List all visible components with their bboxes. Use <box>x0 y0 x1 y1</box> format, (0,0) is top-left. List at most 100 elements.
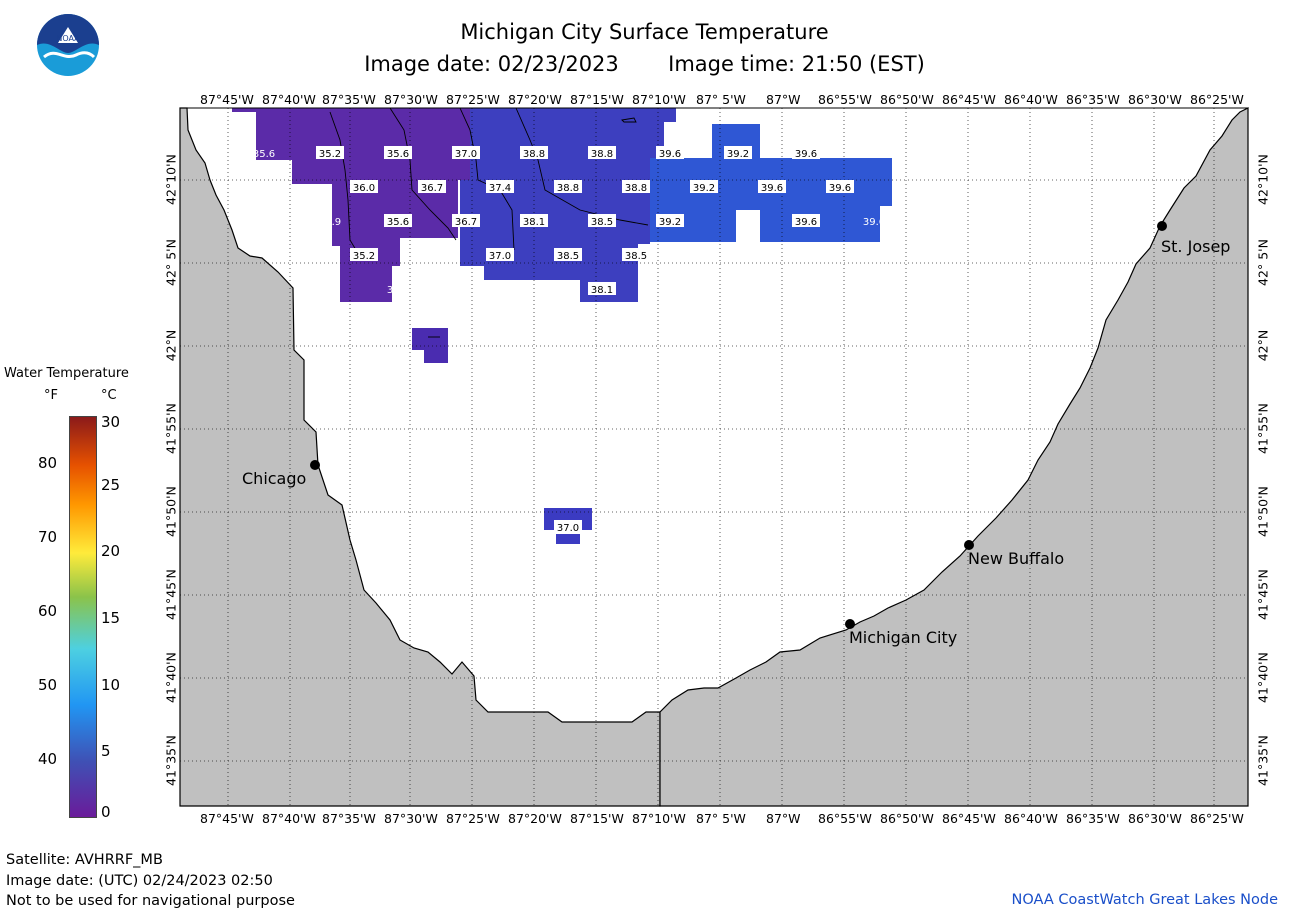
lon-label: 86°25'W <box>1190 92 1244 107</box>
lon-label: 87° 5'W <box>696 92 746 107</box>
image-date-time: Image date: 02/23/2023 Image time: 21:50… <box>0 52 1289 76</box>
lon-label: 87°40'W <box>262 811 316 826</box>
lat-label: 41°45'N <box>1255 569 1271 620</box>
temp-value: 39.2 <box>727 149 749 160</box>
temp-value: 39.6 <box>659 149 681 160</box>
chicago-marker <box>310 460 320 470</box>
temp-value: 37.0 <box>455 149 477 160</box>
temp-value: 39.6 <box>795 149 817 160</box>
footer-credit: NOAA CoastWatch Great Lakes Node <box>1011 892 1278 908</box>
temp-value: 39.2 <box>693 183 715 194</box>
city-label-new-buffalo: New Buffalo <box>968 549 1065 568</box>
legend-c-tick: 20 <box>101 542 121 560</box>
lon-label: 87°30'W <box>384 811 438 826</box>
lat-label: 41°55'N <box>1255 403 1271 454</box>
temp-label-box <box>622 248 650 261</box>
lon-label: 87°10'W <box>632 811 686 826</box>
city-label-chicago: Chicago <box>242 469 307 488</box>
temp-value: 37.4 <box>489 183 511 194</box>
lon-label: 86°45'W <box>942 811 996 826</box>
temp-value: 35.6 <box>387 217 409 228</box>
temp-value: 34.9 <box>319 217 341 228</box>
lon-label: 86°50'W <box>880 92 934 107</box>
lat-label: 41°50'N <box>1255 486 1271 537</box>
temp-value: 38.5 <box>591 217 613 228</box>
legend-f-tick: 60 <box>38 602 58 620</box>
lon-label: 86°30'W <box>1128 811 1182 826</box>
temp-label-box <box>554 520 582 533</box>
temp-label-box <box>384 214 412 227</box>
temp-label-box <box>758 180 786 193</box>
image-time: Image time: 21:50 (EST) <box>668 52 925 76</box>
temp-value: 36.7 <box>455 217 477 228</box>
lat-label: 41°55'N <box>163 403 179 454</box>
temp-label-box <box>554 180 582 193</box>
legend-f-tick: 80 <box>38 454 58 472</box>
lat-label: 42°10'N <box>1255 154 1271 205</box>
temp-value: 38.8 <box>557 183 579 194</box>
legend-c-tick: 25 <box>101 476 121 494</box>
temp-label-box <box>588 282 616 295</box>
temp-label-box <box>656 214 684 227</box>
lon-label: 87°10'W <box>632 92 686 107</box>
page-title: Michigan City Surface Temperature <box>460 20 829 44</box>
temp-value: 35.2 <box>319 149 341 160</box>
lat-label: 41°35'N <box>163 735 179 786</box>
lon-label: 87°30'W <box>384 92 438 107</box>
temp-label-box <box>452 214 480 227</box>
lon-label: 86°50'W <box>880 811 934 826</box>
lon-label: 87°W <box>766 811 801 826</box>
temp-label-box <box>384 146 412 159</box>
temp-label-box <box>452 146 480 159</box>
lon-label: 87°25'W <box>446 92 500 107</box>
lon-label: 86°45'W <box>942 92 996 107</box>
temp-label-box <box>486 248 514 261</box>
city-label-michigan-city: Michigan City <box>849 628 958 647</box>
lon-label: 87°25'W <box>446 811 500 826</box>
legend-c-tick: 30 <box>101 413 121 431</box>
temp-value: 38.1 <box>591 285 613 296</box>
lon-label: 87°15'W <box>570 811 624 826</box>
lon-label: 87°20'W <box>508 92 562 107</box>
legend-color-bar <box>69 416 97 818</box>
lon-label: 87°40'W <box>262 92 316 107</box>
temp-value: 38.5 <box>625 251 647 262</box>
city-label-st-joseph: St. Josep <box>1161 237 1231 256</box>
legend-unit-f: °F <box>44 388 58 403</box>
temp-label-box <box>418 180 446 193</box>
temp-value: 39.6 <box>863 217 885 228</box>
isotherm-lines <box>329 107 649 338</box>
lon-label: 86°35'W <box>1066 811 1120 826</box>
lat-label: 41°50'N <box>163 486 179 537</box>
lon-label: 86°25'W <box>1190 811 1244 826</box>
temp-value: 36.0 <box>353 183 375 194</box>
lat-label: 42° 5'N <box>1255 239 1271 286</box>
temp-label-box <box>588 146 616 159</box>
temp-label-box <box>826 180 854 193</box>
michigan-city-marker <box>845 619 855 629</box>
lat-label: 42° 5'N <box>163 239 179 286</box>
temperature-labels: 35.6 35.2 35.6 37.0 38.8 38.8 39.6 39.2 39.6 36.0… <box>253 146 885 534</box>
legend-unit-c: °C <box>101 388 117 403</box>
legend-c-tick: 5 <box>101 742 111 760</box>
lat-label: 42°10'N <box>163 154 179 205</box>
temp-label-box <box>690 180 718 193</box>
legend-title: Water Temperature <box>4 366 129 381</box>
st-joseph-marker <box>1157 221 1167 231</box>
lat-label: 41°45'N <box>163 569 179 620</box>
temp-label-box <box>554 248 582 261</box>
lat-label: 41°35'N <box>1255 735 1271 786</box>
legend-f-tick: 50 <box>38 676 58 694</box>
temp-value: 39.2 <box>659 217 681 228</box>
lat-label: 41°40'N <box>1255 652 1271 703</box>
temp-label-box <box>486 180 514 193</box>
lon-label: 87°45'W <box>200 811 254 826</box>
temp-value: 38.8 <box>625 183 647 194</box>
temp-label-box <box>792 214 820 227</box>
temp-value: 37.0 <box>489 251 511 262</box>
temp-value: 37.0 <box>557 523 579 534</box>
noaa-logo: NOAA <box>36 13 100 77</box>
lon-label: 86°40'W <box>1004 92 1058 107</box>
logo-text: NOAA <box>56 34 80 43</box>
